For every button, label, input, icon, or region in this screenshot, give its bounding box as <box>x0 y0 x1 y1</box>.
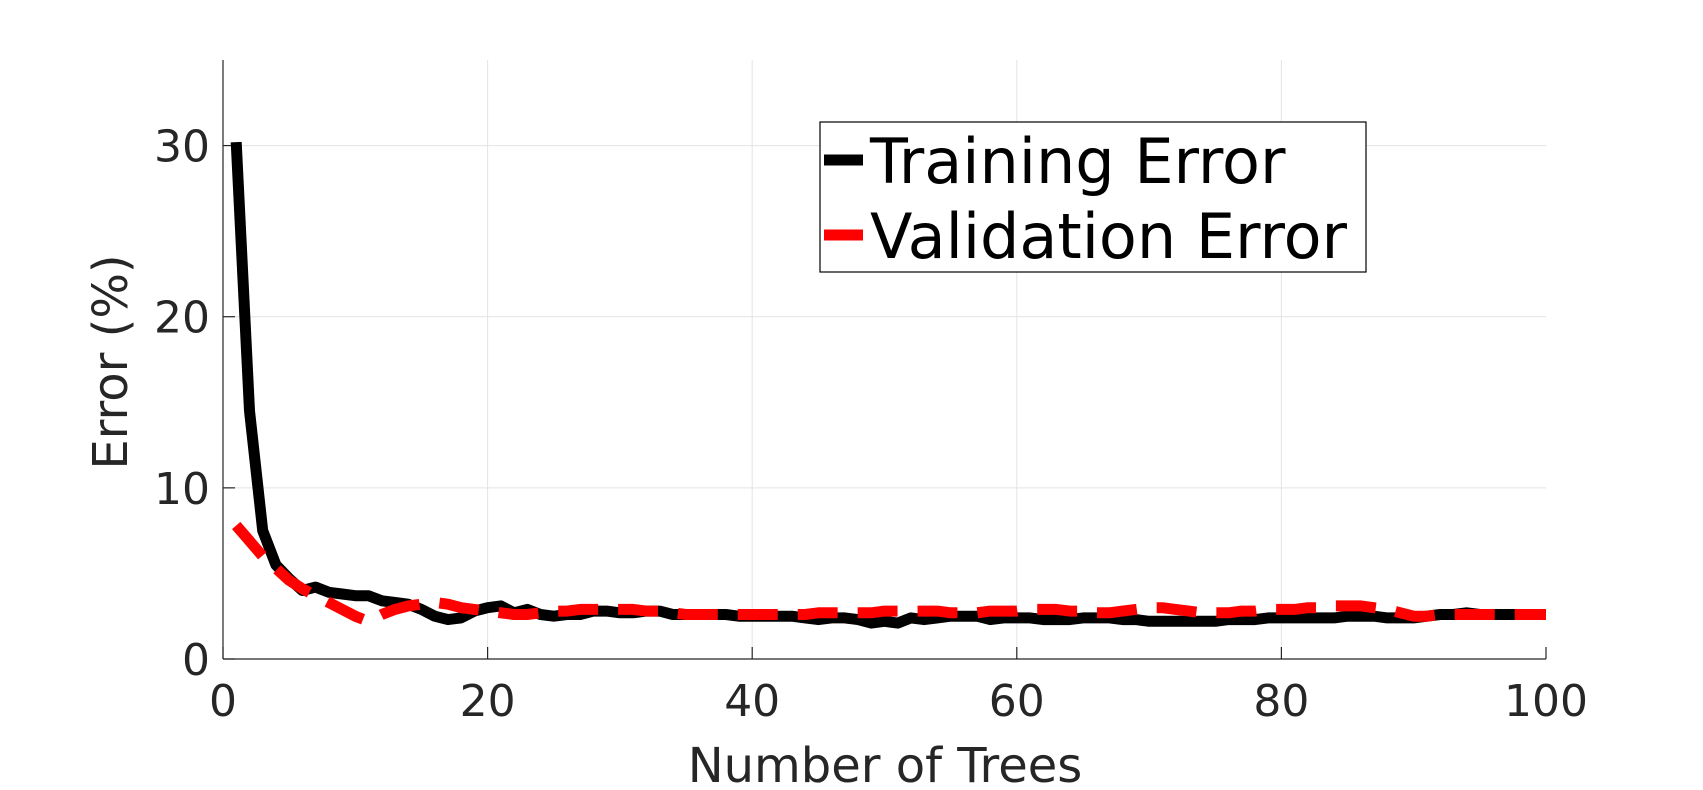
series-line-validation <box>232 521 1546 627</box>
series-lines <box>230 141 1546 629</box>
y-tick-label: 30 <box>154 122 210 173</box>
legend-label-training: Training Error <box>869 125 1286 198</box>
y-tick-label: 20 <box>154 293 210 344</box>
x-tick-label: 100 <box>1504 676 1588 727</box>
legend-box <box>819 121 1367 273</box>
x-axis-label: Number of Trees <box>688 738 1083 790</box>
y-tick-label: 10 <box>154 464 210 515</box>
y-axis-label: Error (%) <box>83 254 139 469</box>
x-tick-label: 20 <box>460 676 516 727</box>
x-tick-label: 60 <box>989 676 1045 727</box>
y-tick-labels: 0 10 20 30 <box>154 122 210 686</box>
legend-label-validation: Validation Error <box>870 200 1347 273</box>
x-tick-label: 80 <box>1253 676 1309 727</box>
y-tick-label: 0 <box>182 635 210 686</box>
axes <box>222 60 1547 660</box>
legend: Training Error Validation Error <box>819 121 1367 273</box>
x-tick-labels: 0 20 40 60 80 100 <box>209 676 1588 727</box>
x-tick-label: 0 <box>209 676 237 727</box>
series-line-training <box>230 141 1546 629</box>
x-tick-label: 40 <box>724 676 780 727</box>
